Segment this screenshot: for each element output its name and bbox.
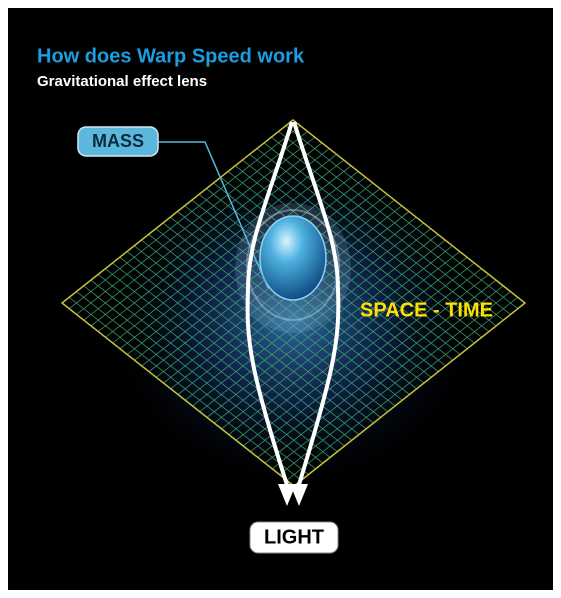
title: How does Warp Speed work	[37, 45, 305, 67]
mass-sphere	[260, 216, 326, 300]
light-label: LIGHT	[264, 526, 324, 548]
page: How does Warp Speed work Gravitational e…	[0, 0, 561, 598]
diagram: How does Warp Speed work Gravitational e…	[0, 0, 561, 598]
subtitle: Gravitational effect lens	[37, 73, 207, 90]
space-time-label: SPACE - TIME	[360, 299, 493, 321]
mass-label: MASS	[92, 131, 144, 151]
